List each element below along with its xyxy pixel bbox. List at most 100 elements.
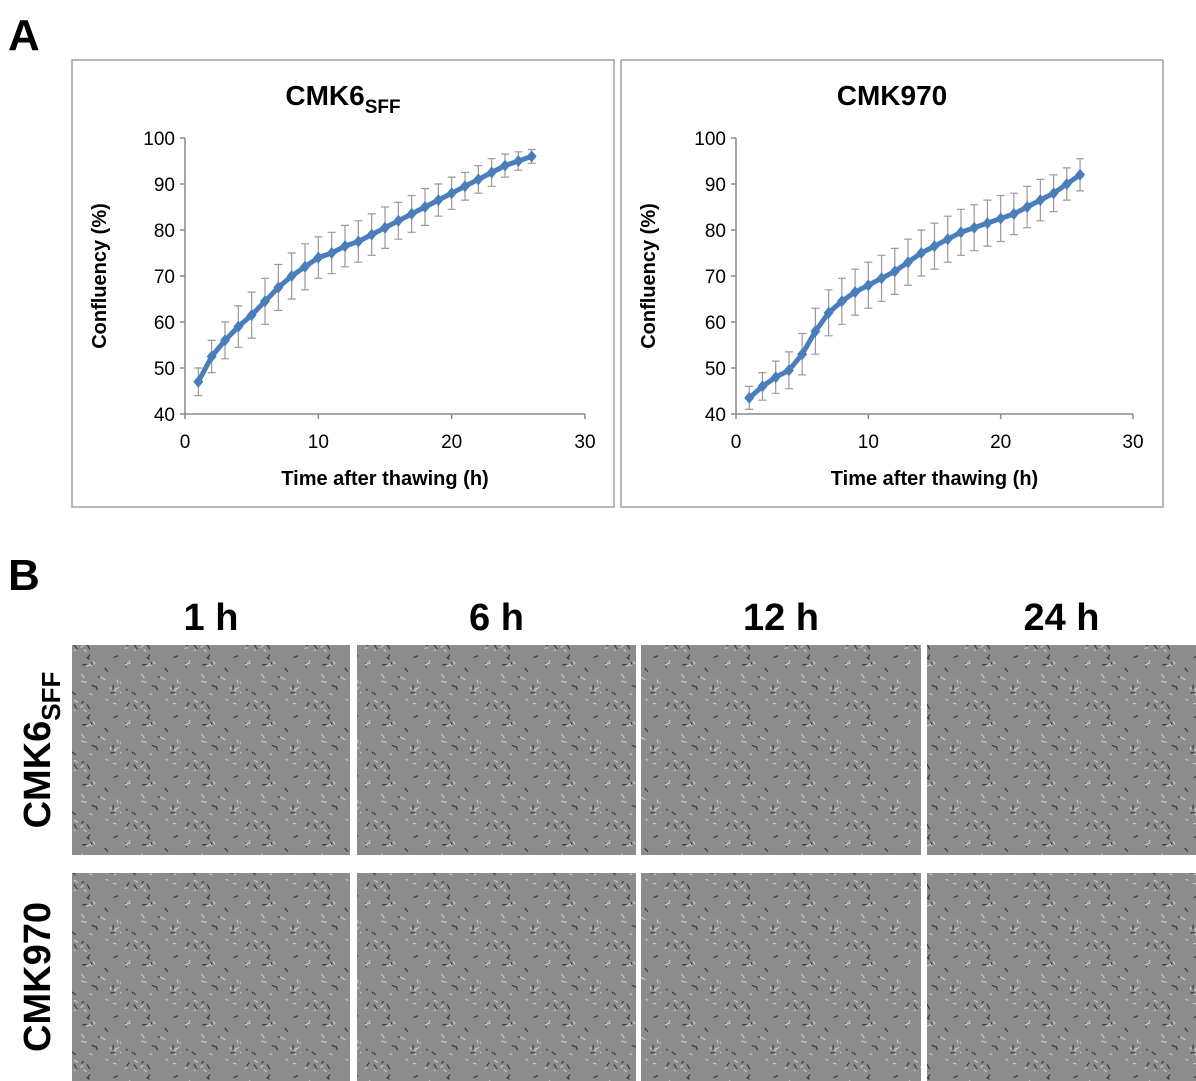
y-tick-label: 90: [154, 175, 175, 196]
marker: [300, 260, 310, 273]
marker: [393, 214, 404, 227]
marker: [326, 247, 337, 259]
marker: [1022, 201, 1033, 213]
micrograph: [641, 873, 921, 1081]
marker: [903, 256, 914, 269]
marker: [246, 309, 257, 322]
marker: [486, 166, 497, 179]
chart-title: CMK6SFF: [285, 80, 400, 118]
marker: [889, 265, 900, 278]
marker: [220, 334, 230, 347]
y-axis-label: Confluency (%): [89, 203, 111, 349]
x-tick-label: 10: [858, 432, 879, 453]
y-tick-label: 60: [705, 313, 726, 334]
row-label: CMK970: [17, 902, 59, 1052]
chart-title: CMK970: [837, 80, 947, 111]
marker: [969, 221, 980, 234]
y-tick-label: 50: [154, 359, 175, 380]
marker: [313, 251, 324, 264]
marker: [942, 233, 953, 246]
marker: [1075, 168, 1086, 181]
x-tick-label: 30: [574, 432, 595, 453]
marker: [823, 306, 834, 319]
marker: [233, 320, 244, 333]
marker: [406, 207, 417, 220]
y-tick-label: 80: [154, 221, 175, 242]
column-label: 1 h: [184, 597, 239, 639]
marker: [500, 159, 510, 172]
marker: [286, 270, 297, 282]
chart-title-subscript: SFF: [365, 97, 401, 118]
y-tick-label: 80: [705, 221, 726, 242]
micrograph: [927, 873, 1196, 1081]
marker: [783, 364, 794, 377]
marker: [460, 180, 470, 193]
x-tick-label: 20: [990, 432, 1011, 453]
marker: [810, 325, 821, 338]
marker: [380, 221, 390, 234]
x-tick-label: 10: [308, 432, 329, 453]
marker: [366, 228, 377, 241]
marker: [273, 281, 284, 294]
marker: [982, 217, 993, 230]
row-label-subscript: SFF: [36, 672, 66, 721]
marker: [929, 240, 940, 253]
line: [196, 154, 533, 383]
x-axis-label: Time after thawing (h): [831, 468, 1038, 490]
marker: [797, 348, 808, 361]
marker: [433, 194, 444, 207]
marker: [1035, 194, 1046, 207]
chart-title-main: CMK970: [837, 80, 947, 111]
marker: [876, 272, 887, 285]
marker: [340, 240, 350, 253]
marker: [1048, 187, 1059, 200]
marker: [513, 155, 524, 167]
marker: [193, 375, 204, 388]
column-label: 24 h: [1023, 597, 1099, 639]
marker: [1008, 207, 1019, 220]
chart-frame: [620, 59, 1164, 508]
x-axis-label: Time after thawing (h): [281, 468, 488, 490]
column-label: 12 h: [743, 597, 819, 639]
marker: [420, 201, 430, 213]
marker: [757, 380, 768, 393]
y-tick-label: 40: [154, 405, 175, 426]
y-tick-label: 50: [705, 359, 726, 380]
y-axis-label: Confluency (%): [638, 203, 660, 349]
marker: [770, 371, 781, 384]
marker: [1061, 178, 1072, 190]
y-tick-label: 100: [143, 129, 175, 150]
micrograph: [357, 645, 636, 855]
y-tick-label: 40: [705, 405, 726, 426]
marker: [206, 350, 217, 363]
marker: [446, 187, 457, 200]
marker: [836, 295, 847, 308]
marker: [260, 295, 270, 308]
x-tick-label: 30: [1122, 432, 1143, 453]
micrograph: [72, 645, 350, 855]
micrograph: [357, 873, 636, 1081]
marker: [916, 247, 927, 259]
chart-title-main: CMK6: [285, 80, 364, 111]
x-tick-label: 20: [441, 432, 462, 453]
panel-label: B: [8, 551, 40, 600]
panel-label: A: [8, 11, 40, 60]
marker: [955, 226, 966, 239]
x-tick-label: 0: [180, 432, 191, 453]
row-label: CMK6SFF: [17, 672, 66, 829]
marker: [850, 286, 861, 299]
marker: [526, 150, 537, 163]
marker: [353, 235, 364, 248]
micrograph: [72, 873, 350, 1081]
y-tick-label: 70: [154, 267, 175, 288]
marker: [744, 391, 755, 404]
marker: [473, 173, 484, 186]
y-tick-label: 60: [154, 313, 175, 334]
column-label: 6 h: [469, 597, 524, 639]
marker: [863, 279, 874, 292]
marker: [995, 212, 1006, 225]
y-tick-label: 90: [705, 175, 726, 196]
y-tick-label: 100: [694, 129, 726, 150]
